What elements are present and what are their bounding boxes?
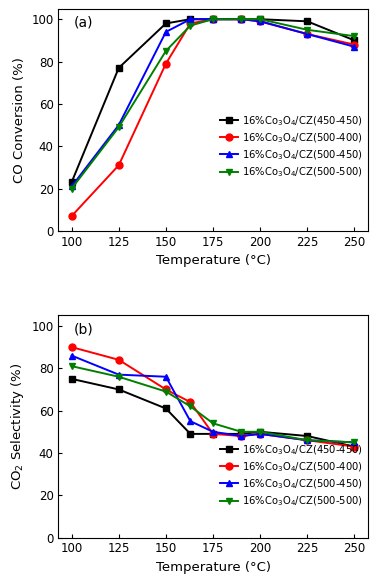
16%Co$_3$O$_4$/CZ(500-450) xyxy=(239,16,244,22)
16%Co$_3$O$_4$/CZ(450-450) xyxy=(188,16,193,22)
Line: 16%Co$_3$O$_4$/CZ(500-400): 16%Co$_3$O$_4$/CZ(500-400) xyxy=(68,344,358,450)
16%Co$_3$O$_4$/CZ(500-500) xyxy=(211,16,215,22)
16%Co$_3$O$_4$/CZ(500-500) xyxy=(164,48,168,55)
16%Co$_3$O$_4$/CZ(500-450) xyxy=(188,418,193,425)
16%Co$_3$O$_4$/CZ(500-500) xyxy=(188,403,193,410)
16%Co$_3$O$_4$/CZ(500-400) xyxy=(116,356,121,363)
X-axis label: Temperature (°C): Temperature (°C) xyxy=(155,254,271,267)
16%Co$_3$O$_4$/CZ(450-450) xyxy=(258,16,262,22)
16%Co$_3$O$_4$/CZ(500-500) xyxy=(69,185,74,192)
16%Co$_3$O$_4$/CZ(450-450) xyxy=(69,179,74,186)
Legend: 16%Co$_3$O$_4$/CZ(450-450), 16%Co$_3$O$_4$/CZ(500-400), 16%Co$_3$O$_4$/CZ(500-45: 16%Co$_3$O$_4$/CZ(450-450), 16%Co$_3$O$_… xyxy=(220,114,363,179)
16%Co$_3$O$_4$/CZ(450-450) xyxy=(239,431,244,438)
16%Co$_3$O$_4$/CZ(500-450) xyxy=(69,183,74,190)
16%Co$_3$O$_4$/CZ(500-450) xyxy=(258,18,262,25)
16%Co$_3$O$_4$/CZ(500-400) xyxy=(69,344,74,351)
16%Co$_3$O$_4$/CZ(500-500) xyxy=(69,363,74,370)
16%Co$_3$O$_4$/CZ(500-500) xyxy=(116,373,121,380)
16%Co$_3$O$_4$/CZ(500-400) xyxy=(188,20,193,27)
16%Co$_3$O$_4$/CZ(500-500) xyxy=(258,16,262,22)
16%Co$_3$O$_4$/CZ(500-450) xyxy=(164,28,168,35)
16%Co$_3$O$_4$/CZ(500-500) xyxy=(258,428,262,435)
16%Co$_3$O$_4$/CZ(500-500) xyxy=(211,420,215,427)
16%Co$_3$O$_4$/CZ(500-450) xyxy=(305,437,310,444)
16%Co$_3$O$_4$/CZ(500-400) xyxy=(164,60,168,67)
Text: (a): (a) xyxy=(74,16,93,29)
16%Co$_3$O$_4$/CZ(450-450) xyxy=(164,20,168,27)
16%Co$_3$O$_4$/CZ(500-400) xyxy=(258,18,262,25)
16%Co$_3$O$_4$/CZ(500-400) xyxy=(239,16,244,22)
16%Co$_3$O$_4$/CZ(500-450) xyxy=(211,428,215,435)
16%Co$_3$O$_4$/CZ(500-500) xyxy=(305,437,310,444)
Text: (b): (b) xyxy=(74,322,93,336)
16%Co$_3$O$_4$/CZ(450-450) xyxy=(116,64,121,71)
16%Co$_3$O$_4$/CZ(500-400) xyxy=(211,431,215,438)
Line: 16%Co$_3$O$_4$/CZ(500-500): 16%Co$_3$O$_4$/CZ(500-500) xyxy=(68,16,358,192)
16%Co$_3$O$_4$/CZ(450-450) xyxy=(69,375,74,382)
16%Co$_3$O$_4$/CZ(500-400) xyxy=(164,386,168,393)
16%Co$_3$O$_4$/CZ(500-400) xyxy=(352,41,357,48)
16%Co$_3$O$_4$/CZ(500-400) xyxy=(305,437,310,444)
16%Co$_3$O$_4$/CZ(500-400) xyxy=(239,432,244,439)
16%Co$_3$O$_4$/CZ(500-450) xyxy=(116,121,121,128)
16%Co$_3$O$_4$/CZ(450-450) xyxy=(305,18,310,25)
16%Co$_3$O$_4$/CZ(500-400) xyxy=(352,443,357,450)
16%Co$_3$O$_4$/CZ(500-400) xyxy=(69,213,74,220)
Y-axis label: CO Conversion (%): CO Conversion (%) xyxy=(13,57,26,183)
16%Co$_3$O$_4$/CZ(500-450) xyxy=(164,373,168,380)
16%Co$_3$O$_4$/CZ(450-450) xyxy=(116,386,121,393)
16%Co$_3$O$_4$/CZ(500-450) xyxy=(305,30,310,37)
Line: 16%Co$_3$O$_4$/CZ(500-500): 16%Co$_3$O$_4$/CZ(500-500) xyxy=(68,363,358,446)
16%Co$_3$O$_4$/CZ(450-450) xyxy=(258,428,262,435)
16%Co$_3$O$_4$/CZ(500-450) xyxy=(69,352,74,359)
16%Co$_3$O$_4$/CZ(500-400) xyxy=(211,16,215,22)
Y-axis label: CO$_2$ Selectivity (%): CO$_2$ Selectivity (%) xyxy=(9,363,26,490)
16%Co$_3$O$_4$/CZ(450-450) xyxy=(352,37,357,44)
Line: 16%Co$_3$O$_4$/CZ(450-450): 16%Co$_3$O$_4$/CZ(450-450) xyxy=(68,375,358,450)
16%Co$_3$O$_4$/CZ(500-450) xyxy=(211,16,215,22)
Line: 16%Co$_3$O$_4$/CZ(500-450): 16%Co$_3$O$_4$/CZ(500-450) xyxy=(68,352,358,446)
16%Co$_3$O$_4$/CZ(450-450) xyxy=(164,405,168,412)
Line: 16%Co$_3$O$_4$/CZ(500-450): 16%Co$_3$O$_4$/CZ(500-450) xyxy=(68,16,358,190)
16%Co$_3$O$_4$/CZ(450-450) xyxy=(239,16,244,22)
Line: 16%Co$_3$O$_4$/CZ(500-400): 16%Co$_3$O$_4$/CZ(500-400) xyxy=(68,16,358,220)
16%Co$_3$O$_4$/CZ(500-500) xyxy=(239,16,244,22)
16%Co$_3$O$_4$/CZ(500-450) xyxy=(188,16,193,22)
16%Co$_3$O$_4$/CZ(500-500) xyxy=(305,26,310,33)
X-axis label: Temperature (°C): Temperature (°C) xyxy=(155,561,271,574)
Line: 16%Co$_3$O$_4$/CZ(450-450): 16%Co$_3$O$_4$/CZ(450-450) xyxy=(68,16,358,186)
16%Co$_3$O$_4$/CZ(500-400) xyxy=(305,30,310,37)
16%Co$_3$O$_4$/CZ(500-450) xyxy=(258,431,262,438)
Legend: 16%Co$_3$O$_4$/CZ(450-450), 16%Co$_3$O$_4$/CZ(500-400), 16%Co$_3$O$_4$/CZ(500-45: 16%Co$_3$O$_4$/CZ(450-450), 16%Co$_3$O$_… xyxy=(220,443,363,508)
16%Co$_3$O$_4$/CZ(500-500) xyxy=(352,439,357,446)
16%Co$_3$O$_4$/CZ(500-400) xyxy=(258,431,262,438)
16%Co$_3$O$_4$/CZ(450-450) xyxy=(211,431,215,438)
16%Co$_3$O$_4$/CZ(450-450) xyxy=(188,431,193,438)
16%Co$_3$O$_4$/CZ(500-500) xyxy=(116,124,121,131)
16%Co$_3$O$_4$/CZ(500-400) xyxy=(188,398,193,405)
16%Co$_3$O$_4$/CZ(450-450) xyxy=(352,443,357,450)
16%Co$_3$O$_4$/CZ(500-450) xyxy=(239,432,244,439)
16%Co$_3$O$_4$/CZ(500-400) xyxy=(116,162,121,168)
16%Co$_3$O$_4$/CZ(500-500) xyxy=(164,388,168,395)
16%Co$_3$O$_4$/CZ(500-450) xyxy=(352,43,357,50)
16%Co$_3$O$_4$/CZ(500-450) xyxy=(352,439,357,446)
16%Co$_3$O$_4$/CZ(450-450) xyxy=(211,16,215,22)
16%Co$_3$O$_4$/CZ(500-450) xyxy=(116,371,121,378)
16%Co$_3$O$_4$/CZ(500-500) xyxy=(188,22,193,29)
16%Co$_3$O$_4$/CZ(450-450) xyxy=(305,432,310,439)
16%Co$_3$O$_4$/CZ(500-500) xyxy=(239,428,244,435)
16%Co$_3$O$_4$/CZ(500-500) xyxy=(352,33,357,40)
